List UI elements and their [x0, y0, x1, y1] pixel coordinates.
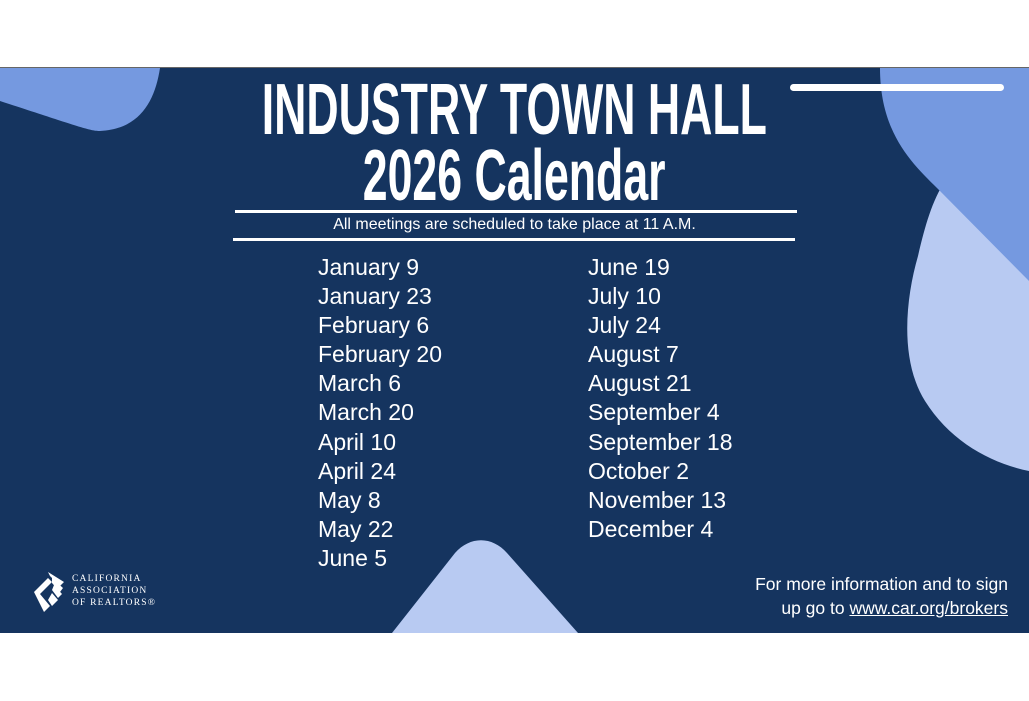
date-item: July 10: [588, 283, 661, 310]
date-item: February 6: [318, 312, 430, 339]
title-line2: 2026 Calendar: [363, 136, 666, 216]
decorative-shapes: [0, 68, 1029, 633]
date-item: May 8: [318, 486, 381, 513]
right-medium-blob: [880, 68, 1029, 281]
info-line1: For more information and to sign: [755, 574, 1008, 594]
date-item: January 23: [318, 283, 432, 310]
bottom-light-peak: [392, 540, 578, 633]
date-item: March 6: [318, 370, 402, 397]
calendar-slide: INDUSTRY TOWN HALL 2026 Calendar All mee…: [0, 67, 1029, 633]
date-item: March 20: [318, 399, 414, 426]
date-item: April 10: [318, 428, 396, 455]
date-item: May 22: [318, 515, 394, 542]
divider-top: [235, 210, 797, 213]
dates-column-2: June 19 July 10 July 24 August 7 August …: [588, 253, 732, 544]
info-line2: up go to www.car.org/brokers: [755, 596, 1008, 620]
title-line1: INDUSTRY TOWN HALL: [261, 70, 768, 150]
date-item: June 19: [588, 254, 670, 280]
car-logo: CALIFORNIA ASSOCIATION OF REALTORS®: [30, 568, 156, 614]
decorative-bar: [790, 84, 1004, 91]
date-item: August 7: [588, 341, 679, 368]
date-item: September 4: [588, 399, 720, 426]
date-item: October 2: [588, 457, 689, 484]
realtors-emblem-icon: [34, 572, 64, 612]
date-item: June 5: [318, 544, 388, 571]
date-item: February 20: [318, 341, 443, 368]
date-item: January 9: [318, 254, 420, 280]
info-text: For more information and to sign up go t…: [755, 572, 1008, 620]
date-item: July 24: [588, 312, 661, 339]
subtitle: All meetings are scheduled to take place…: [333, 216, 696, 233]
dates-column-1: January 9 January 23 February 6 February…: [318, 253, 442, 573]
date-item: November 13: [588, 486, 727, 513]
date-item: December 4: [588, 515, 714, 542]
brokers-link[interactable]: www.car.org/brokers: [849, 598, 1008, 618]
date-item: April 24: [318, 457, 396, 484]
top-left-blob: [0, 68, 160, 131]
logo-line2: ASSOCIATION: [72, 586, 148, 596]
info-line2-prefix: up go to: [781, 598, 850, 618]
date-item: August 21: [588, 370, 692, 397]
logo-line1: CALIFORNIA: [72, 574, 142, 584]
logo-line3: OF REALTORS®: [72, 598, 157, 608]
date-item: September 18: [588, 428, 733, 455]
divider-bottom: [233, 238, 795, 241]
